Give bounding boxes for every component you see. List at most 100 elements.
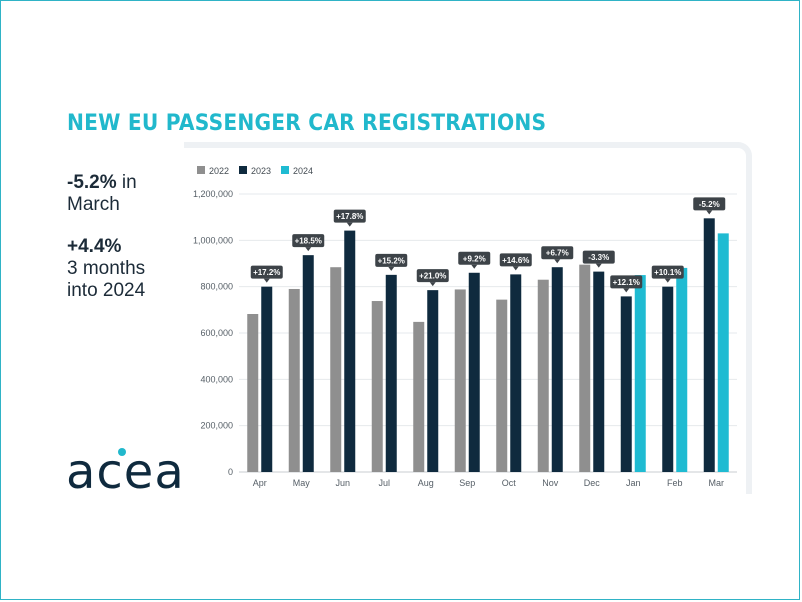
x-tick-label: Jul (378, 478, 390, 488)
change-label-box (582, 250, 615, 264)
bar-2023-dec (593, 271, 605, 472)
y-tick-label: 1,000,000 (193, 235, 233, 245)
legend-swatch-2023 (239, 166, 247, 174)
bar-2022-aug (413, 321, 425, 472)
x-axis: Apr May Jun Jul Aug Sep Oct Nov Dec Jan Feb Mar (253, 478, 724, 488)
change-label-box (541, 246, 574, 260)
change-labels: +17.2% +18.5% +17.8% +15.2% +21.0% +9.2% +14.6… (250, 197, 726, 293)
change-label-box (458, 251, 491, 265)
bar-2023-may (302, 255, 314, 472)
bar-2022-jun (330, 267, 342, 472)
legend-label-2023: 2023 (251, 166, 271, 176)
stat-march: -5.2% in March (67, 172, 137, 216)
y-tick-label: 0 (228, 467, 233, 477)
x-tick-label: Dec (584, 478, 601, 488)
bar-2023-mar (703, 218, 715, 472)
acea-logo: acea (66, 444, 181, 500)
change-label-pointer (388, 266, 395, 271)
change-label-pointer (664, 278, 671, 283)
change-label-text: +12.1% (613, 278, 640, 287)
y-tick-label: 1,200,000 (193, 189, 233, 199)
stat-march-label: March (67, 194, 120, 215)
change-label-box (416, 269, 449, 283)
bar-2022-dec (579, 264, 591, 472)
change-label-text: -3.3% (588, 253, 609, 262)
stat-ytd-line2: 3 months (67, 258, 146, 279)
change-label-text: -5.2% (699, 200, 720, 209)
bar-2022-apr (247, 314, 259, 472)
bar-2024-mar (717, 233, 729, 472)
bar-2023-sep (468, 272, 480, 472)
change-label-box (375, 253, 408, 267)
change-label-text: +17.2% (253, 268, 280, 277)
change-label-box (250, 265, 283, 279)
change-label-text: +21.0% (419, 272, 446, 281)
x-tick-label: Oct (502, 478, 517, 488)
change-label-pointer (346, 222, 353, 227)
y-tick-label: 800,000 (200, 282, 233, 292)
bar-2023-jan (620, 296, 632, 472)
change-label-box (333, 209, 366, 223)
change-label-text: +18.5% (295, 237, 322, 246)
change-label-box (693, 197, 726, 211)
bar-2023-feb (662, 286, 674, 472)
stat-ytd-line3: into 2024 (67, 280, 146, 301)
change-label-pointer (512, 266, 519, 271)
legend-swatch-2022 (197, 166, 205, 174)
bar-2023-jul (385, 274, 397, 472)
change-label-pointer (554, 259, 561, 264)
y-axis: 1,200,000 1,000,000 800,000 600,000 400,000 2… (193, 189, 233, 477)
x-tick-label: Jun (335, 478, 350, 488)
bar-2024-feb (676, 267, 688, 472)
change-label-box (499, 253, 532, 267)
y-tick-label: 400,000 (200, 374, 233, 384)
page-title: NEW EU PASSENGER CAR REGISTRATIONS (67, 111, 547, 136)
x-tick-label: Mar (709, 478, 725, 488)
change-label-text: +17.8% (336, 212, 363, 221)
bar-2023-nov (551, 267, 563, 472)
change-label-box (651, 265, 684, 279)
y-tick-label: 600,000 (200, 328, 233, 338)
y-tick-label: 200,000 (200, 421, 233, 431)
chart-card (184, 142, 752, 494)
x-tick-label: Apr (253, 478, 267, 488)
legend-label-2022: 2022 (209, 166, 229, 176)
change-label-pointer (595, 263, 602, 268)
change-label-box (292, 234, 325, 248)
chart-legend: 2022 2023 2024 (197, 166, 313, 176)
change-label-text: +10.1% (654, 268, 681, 277)
change-label-pointer (263, 278, 270, 283)
bar-2022-jul (371, 301, 383, 472)
change-label-text: +6.7% (546, 249, 569, 258)
stat-ytd-value: +4.4% (67, 236, 122, 257)
bar-2022-nov (537, 279, 549, 472)
change-label-pointer (429, 282, 436, 287)
x-tick-label: Aug (418, 478, 434, 488)
change-label-text: +15.2% (378, 256, 405, 265)
change-label-box (610, 275, 643, 289)
stat-march-suffix: in (116, 172, 137, 193)
change-label-pointer (623, 288, 630, 293)
change-label-text: +9.2% (463, 254, 486, 263)
logo-dot (118, 448, 126, 456)
change-label-pointer (706, 210, 713, 215)
legend-swatch-2024 (281, 166, 289, 174)
bar-2023-oct (510, 274, 522, 472)
bar-2022-sep (454, 289, 466, 472)
bar-2023-jun (344, 230, 356, 472)
change-label-pointer (471, 264, 478, 269)
chart-grid (239, 193, 737, 473)
change-label-text: +14.6% (502, 256, 529, 265)
bar-2023-apr (261, 286, 273, 472)
bar-2024-jan (634, 275, 646, 472)
stat-ytd: +4.4% 3 months into 2024 (67, 236, 145, 302)
x-tick-label: Feb (667, 478, 683, 488)
x-tick-label: Nov (542, 478, 559, 488)
change-label-pointer (305, 247, 312, 252)
x-tick-label: Sep (459, 478, 475, 488)
bar-2022-oct (496, 299, 508, 472)
stat-march-value: -5.2% (67, 172, 117, 193)
bar-2022-may (288, 288, 300, 472)
